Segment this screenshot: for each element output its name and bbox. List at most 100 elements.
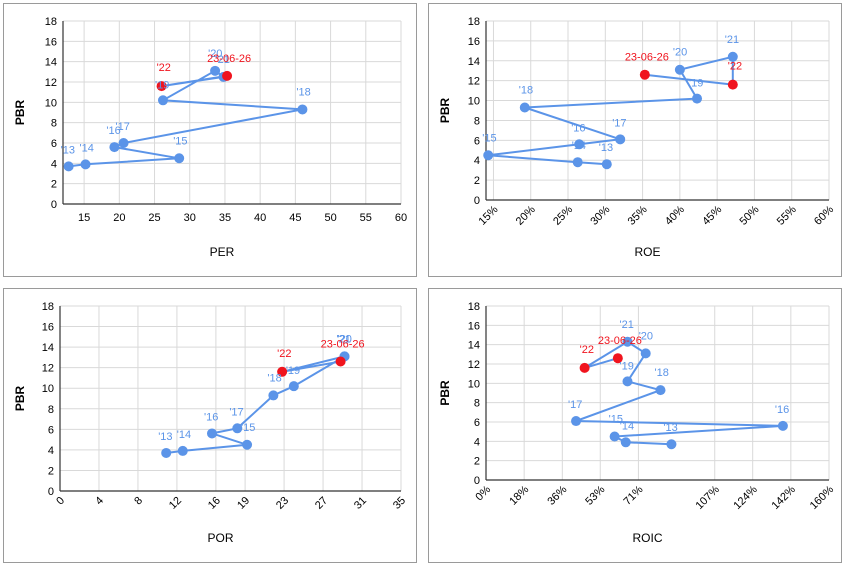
- data-point: [572, 157, 583, 168]
- data-point: [777, 420, 788, 431]
- x-axis-title: PER: [210, 245, 235, 259]
- x-axis-title: POR: [207, 531, 233, 545]
- x-tick-label: 35: [219, 212, 231, 224]
- point-label: '21: [216, 54, 230, 66]
- point-label: '22: [728, 61, 742, 73]
- y-axis-title: PBR: [13, 100, 27, 126]
- data-point: [640, 348, 651, 359]
- por-pbr-chart: 0 2 4 6 8 10 12 14 16 18 0 4 8 12 16 19 23 27 31 35 PBR POR '1…: [3, 288, 417, 563]
- data-point: [268, 390, 279, 401]
- data-point: [206, 428, 217, 439]
- point-label: '17: [229, 406, 243, 418]
- chart-svg: 0 2 4 6 8 10 12 14 16 18 15% 20% 25% 30% 35% 40% 45% 50% 5…: [438, 16, 836, 259]
- series-line: [575, 340, 783, 446]
- y-tick-label: 18: [42, 301, 54, 313]
- point-label: '21: [725, 34, 739, 46]
- x-tick-label: 142%: [770, 483, 799, 512]
- x-tick-label: 40%: [663, 203, 687, 227]
- roe-pbr-chart: 0 2 4 6 8 10 12 14 16 18 15% 20% 25% 30% 35% 40% 45% 50% 5…: [428, 3, 842, 277]
- x-tick-label: 20: [113, 212, 125, 224]
- x-tick-label: 50%: [737, 203, 761, 227]
- y-tick-label: 10: [45, 97, 57, 109]
- y-tick-label: 10: [42, 383, 54, 395]
- y-tick-label: 14: [45, 57, 57, 69]
- point-label: '13: [663, 422, 677, 434]
- per-pbr-chart: 0 2 4 6 8 10 12 14 16 18 15 20 25 30 35 40 45 50 55 60 PBR PE…: [3, 3, 417, 277]
- x-tick-label: 15%: [477, 203, 501, 227]
- y-tick-label: 4: [48, 445, 54, 457]
- data-point: [118, 138, 129, 148]
- y-tick-label: 14: [42, 342, 54, 354]
- point-label: '14: [80, 142, 94, 154]
- data-point: [519, 102, 530, 113]
- x-tick-label: 23: [274, 495, 291, 512]
- data-point: [288, 381, 299, 392]
- y-tick-label: 12: [468, 76, 480, 88]
- y-tick-label: 6: [48, 424, 54, 436]
- point-label: '18: [655, 367, 669, 379]
- y-tick-label: 4: [474, 155, 480, 167]
- x-tick-label: 12: [167, 495, 184, 512]
- y-tick-label: 0: [48, 486, 54, 498]
- x-tick-label: 160%: [808, 483, 837, 512]
- y-tick-label: 8: [474, 115, 480, 127]
- x-tick-label: 45: [289, 212, 301, 224]
- x-tick-label: 124%: [731, 483, 760, 512]
- point-label: '15: [241, 422, 255, 434]
- point-label: 23-06-26: [321, 339, 365, 351]
- x-tick-label: 35%: [626, 203, 650, 227]
- data-point: [622, 376, 633, 387]
- point-label: '18: [296, 86, 310, 98]
- y-tick-label: 10: [468, 378, 480, 390]
- y-axis-title: PBR: [438, 98, 452, 124]
- data-point: [297, 104, 308, 115]
- point-label: 23-06-26: [207, 53, 251, 65]
- data-point: [63, 161, 74, 172]
- data-point: [692, 93, 703, 104]
- y-tick-label: 16: [468, 320, 480, 332]
- y-tick-label: 18: [45, 16, 57, 28]
- x-tick-label: 36%: [545, 483, 569, 507]
- roic-pbr-chart: 0 2 4 6 8 10 12 14 16 18 0% 18% 36% 53% 71% 107% 124% 142…: [428, 288, 842, 563]
- point-label: '15: [609, 414, 623, 426]
- chart-svg: 0 2 4 6 8 10 12 14 16 18 0 4 8 12 16 19 23 27 31 35 PBR POR '1…: [13, 301, 408, 545]
- point-label: 23-06-26: [598, 335, 642, 347]
- point-label: '18: [519, 85, 533, 97]
- point-label: '17: [116, 121, 130, 133]
- data-point: [620, 437, 631, 448]
- point-label: '13: [599, 142, 613, 154]
- point-label: '20: [673, 47, 687, 59]
- point-label: '13: [61, 144, 75, 156]
- data-point: [161, 447, 172, 458]
- data-point: [674, 64, 685, 75]
- x-tick-label: 0: [54, 495, 67, 508]
- x-tick-label: 40: [254, 212, 266, 224]
- y-tick-label: 12: [468, 359, 480, 371]
- data-point: [80, 159, 91, 170]
- x-tick-label: 35: [391, 495, 408, 512]
- point-label: '14: [572, 140, 586, 152]
- data-point: [601, 159, 612, 170]
- y-tick-label: 2: [48, 465, 54, 477]
- data-point: [156, 81, 167, 92]
- y-tick-label: 2: [474, 175, 480, 187]
- x-tick-label: 45%: [700, 203, 724, 227]
- x-tick-label: 71%: [621, 483, 645, 507]
- y-tick-label: 18: [468, 301, 480, 313]
- point-label: '22: [580, 344, 594, 356]
- x-tick-label: 107%: [693, 483, 722, 512]
- chart-svg: 0 2 4 6 8 10 12 14 16 18 15 20 25 30 35 40 45 50 55 60 PBR PE…: [13, 16, 407, 259]
- data-point: [579, 362, 590, 373]
- y-tick-label: 16: [45, 36, 57, 48]
- point-label: '21: [619, 319, 633, 331]
- x-tick-label: 27: [313, 495, 330, 512]
- x-axis-title: ROIC: [633, 531, 663, 545]
- y-tick-label: 18: [468, 16, 480, 28]
- y-tick-label: 0: [51, 199, 57, 211]
- point-label: '15: [173, 135, 187, 147]
- data-point: [574, 139, 585, 150]
- y-axis-title: PBR: [13, 386, 27, 412]
- x-tick-label: 30: [184, 212, 196, 224]
- y-tick-label: 8: [474, 398, 480, 410]
- data-point: [483, 150, 494, 161]
